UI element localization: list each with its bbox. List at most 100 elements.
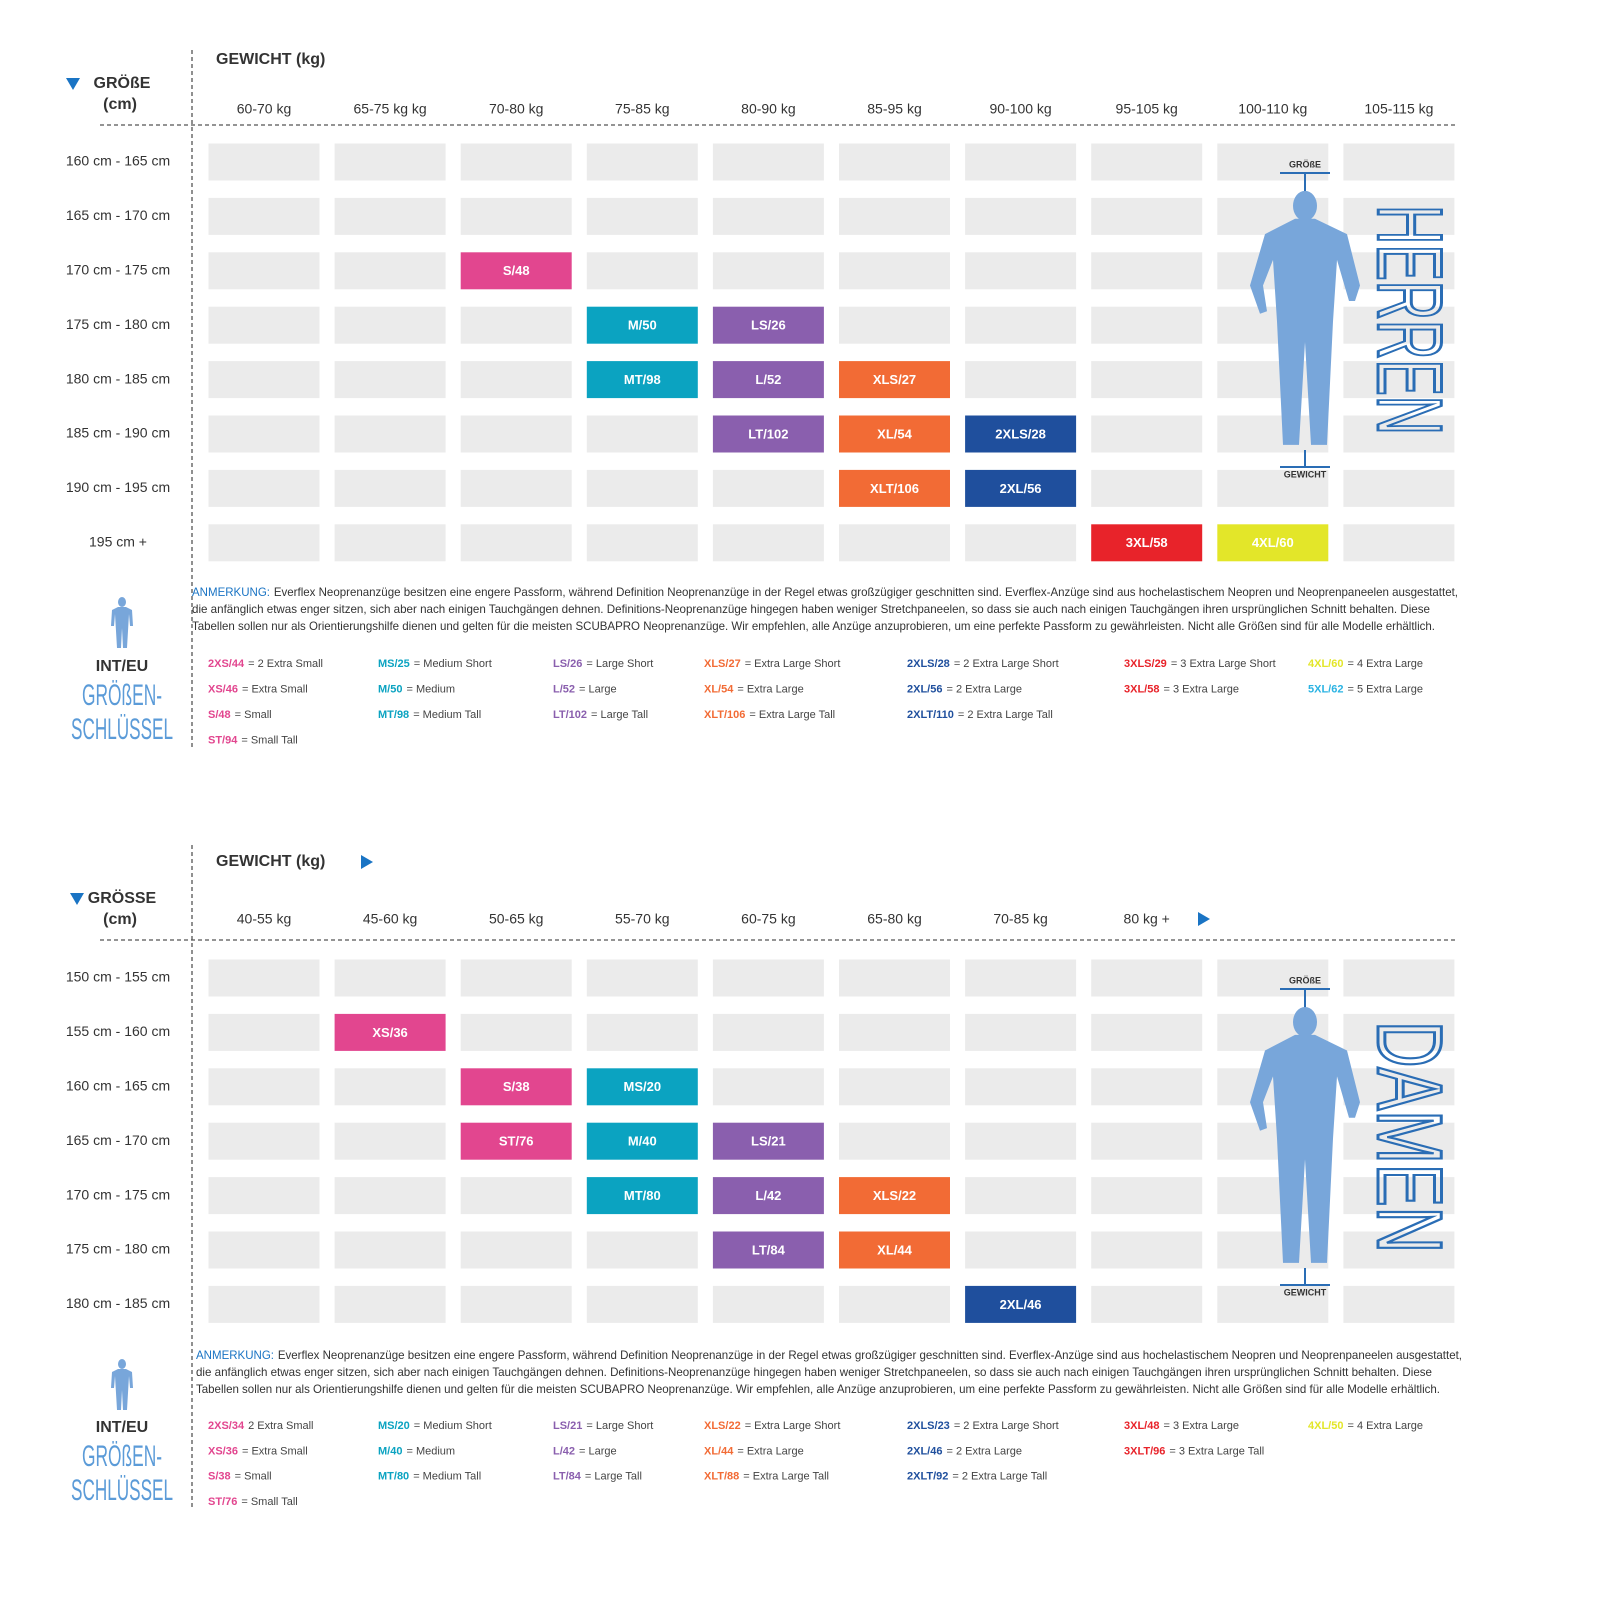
key-item: S/48 = Small [208,709,272,721]
note-text: die anfänglich etwas enger sitzen, sich … [192,602,1430,616]
key-desc: = 2 Extra Small [248,658,323,670]
cell [586,1068,698,1106]
key-code: MT/98 [378,709,409,721]
key-code: XLT/106 [704,709,745,721]
cell [712,1177,824,1215]
cell [965,252,1077,290]
key-subtitle: SCHLÜSSEL [71,713,173,746]
cell [460,143,572,181]
cell [334,1013,446,1051]
cell-label: XS/36 [372,1025,407,1040]
height-label: 160 cm - 165 cm [66,153,170,169]
cell [1343,306,1455,344]
cell [839,143,950,181]
key-icon-body [111,1369,133,1410]
cell [460,415,572,453]
key-desc: = Large Short [586,1420,653,1432]
cell-label: MT/80 [624,1188,661,1203]
cell [586,1177,698,1215]
cell [460,306,572,344]
height-label: 150 cm - 155 cm [66,969,170,985]
key-code: 3XL/48 [1124,1420,1159,1432]
key-item: 3XLS/29 = 3 Extra Large Short [1124,658,1276,670]
cell [586,252,698,290]
key-item: L/42 = Large [553,1445,617,1457]
key-item: ST/94 = Small Tall [208,734,298,746]
cell [460,252,572,290]
figure-body [1250,1034,1360,1263]
weight-header: 65-80 kg [867,911,921,927]
key-desc: = 2 Extra Large [946,1445,1022,1457]
cell [460,1177,572,1215]
cell [839,1177,950,1215]
key-title: INT/EU [96,658,148,675]
key-item: 2XL/46 = 2 Extra Large [907,1445,1022,1457]
key-item: XLS/27 = Extra Large Short [704,658,840,670]
cell-label: XLT/106 [870,481,919,496]
cell [839,252,950,290]
cell [1343,1177,1455,1215]
weight-header: 80 kg + [1124,911,1170,927]
key-item: 4XL/50 = 4 Extra Large [1308,1420,1423,1432]
cell-label: MS/20 [624,1079,662,1094]
cell-label: 2XL/56 [1000,481,1042,496]
weight-header: 65-75 kg kg [354,101,427,117]
key-code: MS/20 [378,1420,410,1432]
key-item: 2XL/56 = 2 Extra Large [907,683,1022,695]
key-desc: = Extra Small [242,1445,308,1457]
cell-label: LT/84 [752,1242,786,1257]
cell [586,415,698,453]
cell [839,415,950,453]
cell [208,143,320,181]
weight-header: 75-85 kg [615,101,669,117]
key-item: 3XL/58 = 3 Extra Large [1124,683,1239,695]
cell [1217,469,1329,507]
cell [839,1285,950,1323]
cell-label: M/50 [628,318,657,333]
key-code: S/48 [208,709,231,721]
cell [334,252,446,290]
weight-header: 60-70 kg [237,101,291,117]
key-code: 2XLT/92 [907,1471,948,1483]
key-desc: = Small [235,709,272,721]
key-item: 2XLT/92 = 2 Extra Large Tall [907,1471,1047,1483]
cell-label: M/40 [628,1134,657,1149]
key-desc: = Extra Large [737,683,803,695]
note-line: ANMERKUNG: Everflex Neoprenanzüge besitze… [196,1348,1462,1362]
weight-header: 95-105 kg [1116,101,1178,117]
key-code: ST/76 [208,1496,237,1508]
weight-header: 45-60 kg [363,911,417,927]
cell [586,959,698,997]
cell [712,469,824,507]
cell [1343,1013,1455,1051]
cell [965,1177,1077,1215]
height-label: 180 cm - 185 cm [66,1295,170,1311]
cell-label: L/42 [755,1188,781,1203]
key-code: 5XL/62 [1308,683,1343,695]
cell [208,197,320,235]
cell [1217,524,1329,562]
key-item: 3XL/48 = 3 Extra Large [1124,1420,1239,1432]
cell [460,197,572,235]
cell [965,524,1077,562]
height-label: 195 cm + [89,534,147,550]
cell [334,415,446,453]
key-desc: = Large [579,683,617,695]
key-item: XLS/22 = Extra Large Short [704,1420,840,1432]
key-desc: = 2 Extra Large [946,683,1022,695]
key-desc: = Small Tall [241,734,297,746]
cell [208,306,320,344]
key-code: XL/44 [704,1445,734,1457]
cell [1091,415,1203,453]
key-code: L/52 [553,683,575,695]
key-code: 3XL/58 [1124,683,1159,695]
figure-body [1250,218,1360,445]
cell [712,143,824,181]
key-code: LS/26 [553,658,582,670]
key-icon-head [118,1359,126,1369]
key-item: MS/25 = Medium Short [378,658,492,670]
key-code: MS/25 [378,658,410,670]
key-desc: = Small Tall [241,1496,297,1508]
cell [839,197,950,235]
